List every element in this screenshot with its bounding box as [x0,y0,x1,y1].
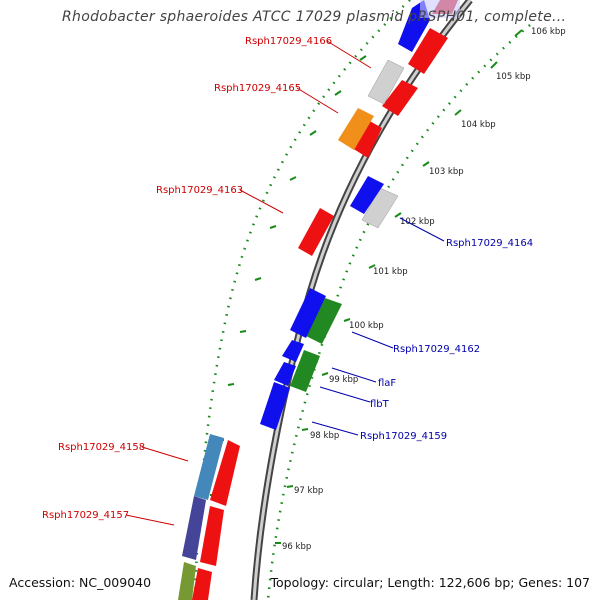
gene-arrow-blue[interactable] [282,340,304,362]
gene-arrow-red[interactable] [408,28,448,74]
gene-arrow-steelblue[interactable] [194,434,224,500]
gene-arrow-red[interactable] [192,568,212,600]
gene-labels-left: Rsph17029_4166 Rsph17029_4165 Rsph17029_… [42,36,332,521]
tick-label: 100 kbp [349,321,384,331]
tick-label: 105 kbp [496,72,531,82]
accession-text: Accession: NC_009040 [9,575,152,590]
tick-label: 103 kbp [429,167,464,177]
gene-label-4162[interactable]: Rsph17029_4162 [393,344,480,355]
gene-label-flbT[interactable]: flbT [370,399,390,410]
gene-arrow-olive[interactable] [178,562,196,600]
map-title: Rhodobacter sphaeroides ATCC 17029 plasm… [62,9,567,25]
gene-labels-right: Rsph17029_4164 Rsph17029_4162 flaF flbT … [360,238,533,442]
gene-arrow-red[interactable] [382,80,418,116]
gene-arrow-gray[interactable] [367,59,405,105]
gene-arrow-blue[interactable] [350,176,384,214]
gene-arrow-orange[interactable] [338,108,374,150]
gene-label-flaF[interactable]: flaF [378,378,396,389]
tick-label: 101 kbp [373,267,408,277]
gene-arrow-red[interactable] [210,440,240,506]
gene-label-4165[interactable]: Rsph17029_4165 [214,83,301,94]
gene-arrow-indigo[interactable] [182,496,206,560]
gene-arrow-red[interactable] [352,120,382,158]
gene-label-4159[interactable]: Rsph17029_4159 [360,431,447,442]
summary-text: Topology: circular; Length: 122,606 bp; … [270,575,591,590]
gene-label-4166[interactable]: Rsph17029_4166 [245,36,332,47]
tick-label: 99 kbp [329,375,358,385]
gene-arrow-green[interactable] [306,298,342,344]
leader-lines-right [311,217,445,436]
tick-label: 104 kbp [461,120,496,130]
gene-arrow-red[interactable] [298,208,334,256]
gene-arrow-blue[interactable] [290,288,326,338]
tick-label: 97 kbp [294,486,323,496]
tick-labels: 106 kbp 105 kbp 104 kbp 103 kbp 102 kbp … [282,27,566,552]
tick-label: 98 kbp [310,431,339,441]
gene-arrow-blue[interactable] [260,382,290,430]
gene-arrow-blue[interactable] [274,362,296,386]
inner-features [178,0,430,600]
outer-major-ticks [275,29,523,544]
tick-label: 102 kbp [400,217,435,227]
gene-label-4164[interactable]: Rsph17029_4164 [446,238,533,249]
leader-lines-left [125,40,372,526]
gene-label-4158[interactable]: Rsph17029_4158 [58,442,145,453]
top-fade [420,0,460,18]
gene-arrow-red[interactable] [200,506,224,566]
gene-label-4163[interactable]: Rsph17029_4163 [156,185,243,196]
gene-arrow-green[interactable] [290,350,320,392]
tick-label: 96 kbp [282,542,311,552]
gene-label-4157[interactable]: Rsph17029_4157 [42,510,129,521]
gene-arrow-gray[interactable] [361,187,399,229]
tick-label: 106 kbp [531,27,566,37]
